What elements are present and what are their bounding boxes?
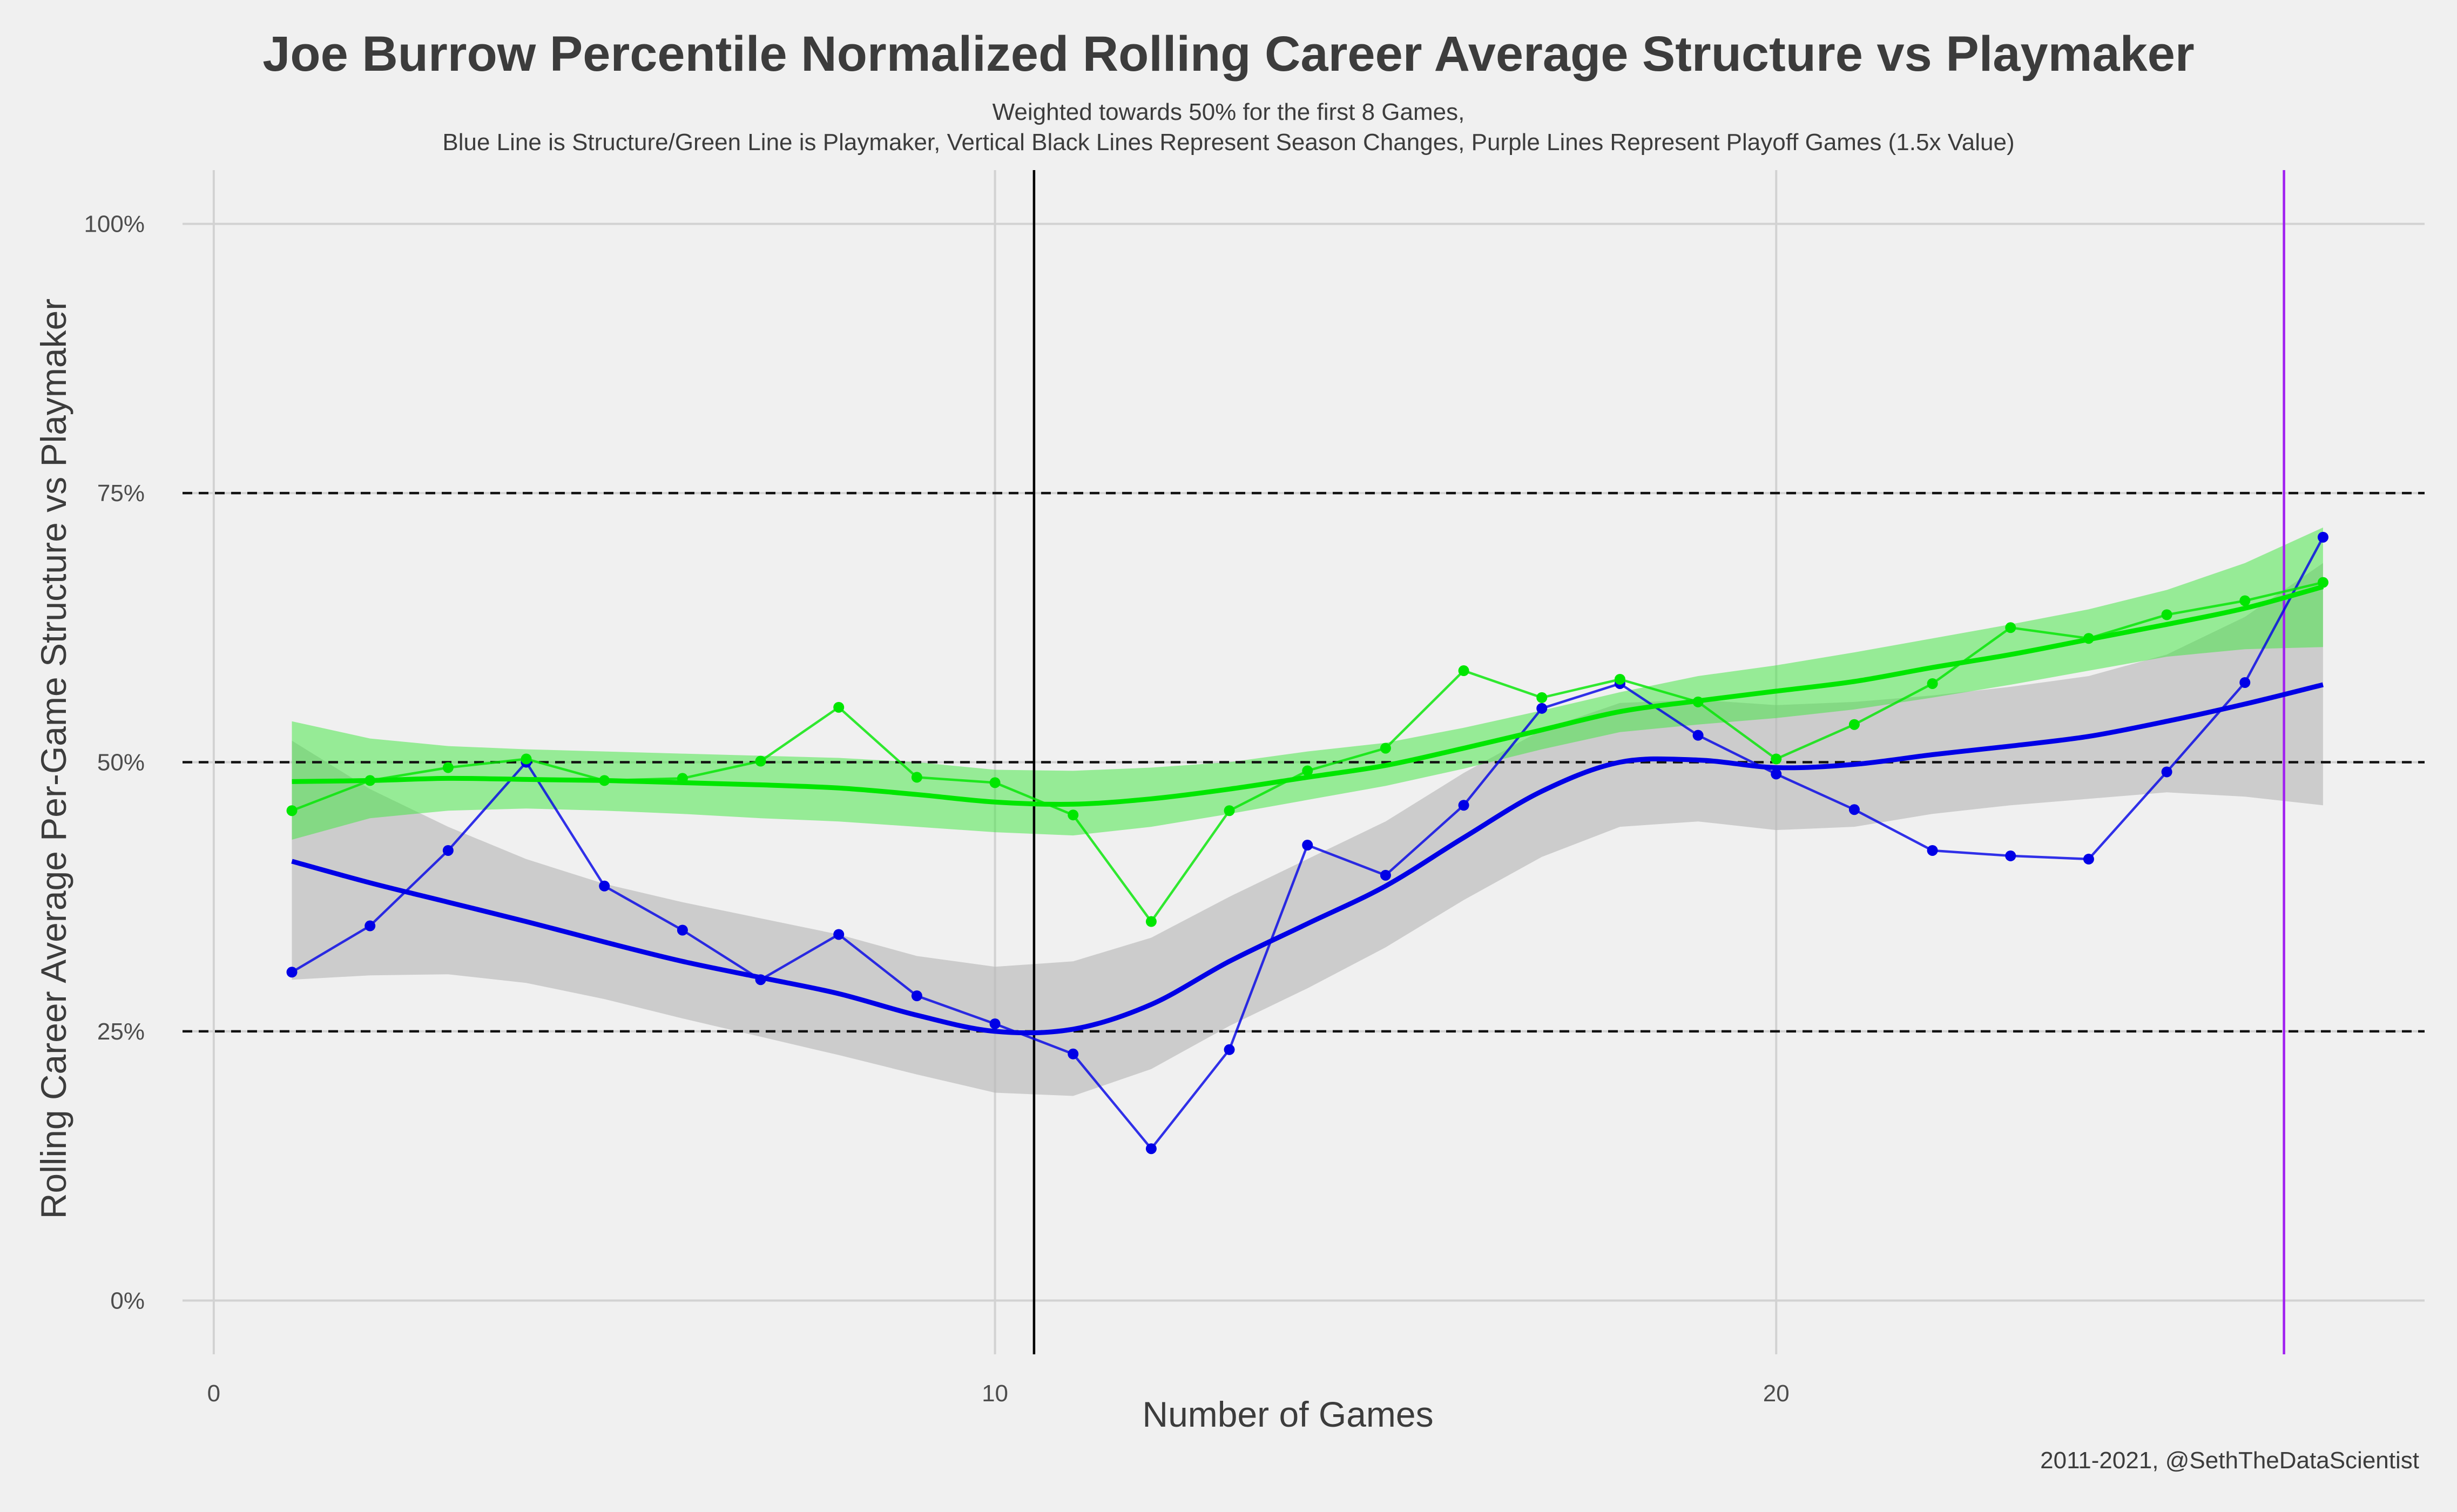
data-point-structure: [989, 1018, 1001, 1029]
subtitle-line-1: Weighted towards 50% for the first 8 Gam…: [992, 99, 1465, 125]
data-point-structure: [1068, 1048, 1079, 1059]
data-point-playmaker: [911, 772, 922, 783]
data-point-playmaker: [364, 775, 376, 786]
chart-title: Joe Burrow Percentile Normalized Rolling…: [262, 26, 2195, 82]
vertical-lines: [1032, 170, 2285, 1354]
data-point-structure: [1692, 730, 1704, 741]
data-point-playmaker: [833, 701, 845, 713]
chart-subtitle: Weighted towards 50% for the first 8 Gam…: [0, 97, 2457, 158]
data-point-playmaker: [2161, 609, 2172, 620]
data-point-structure: [364, 920, 376, 932]
data-point-playmaker: [1302, 765, 1313, 777]
data-points: [286, 531, 2328, 1155]
data-point-playmaker: [2317, 577, 2328, 588]
data-point-playmaker: [1848, 719, 1860, 730]
data-point-playmaker: [442, 762, 454, 773]
trend-line-structure: [291, 682, 2324, 1036]
data-point-structure: [677, 924, 688, 936]
data-point-playmaker: [286, 805, 298, 816]
data-point-structure: [1224, 1044, 1235, 1055]
data-point-structure: [1145, 1143, 1157, 1155]
data-point-playmaker: [599, 775, 610, 786]
data-point-playmaker: [1614, 673, 1625, 685]
trend-line-playmaker: [292, 584, 2324, 807]
data-point-structure: [2083, 853, 2094, 865]
y-tick-label: 0%: [110, 1287, 145, 1314]
data-point-structure: [1771, 768, 1782, 780]
data-point-playmaker: [2239, 595, 2251, 606]
data-point-structure: [1458, 800, 1469, 811]
data-point-structure: [755, 974, 766, 986]
y-tick-label: 25%: [97, 1018, 145, 1045]
data-point-structure: [599, 880, 610, 892]
data-point-structure: [1536, 703, 1548, 714]
data-point-playmaker: [2005, 622, 2016, 633]
data-point-playmaker: [1145, 916, 1157, 927]
chart-caption: 2011-2021, @SethTheDataScientist: [2040, 1447, 2419, 1474]
data-point-playmaker: [521, 753, 532, 765]
data-point-structure: [2239, 677, 2251, 688]
data-point-playmaker: [1224, 805, 1235, 816]
x-tick-label: 20: [1763, 1380, 1790, 1407]
data-point-playmaker: [2083, 633, 2094, 644]
data-point-structure: [911, 990, 922, 1002]
data-point-playmaker: [1458, 665, 1469, 677]
x-tick-label: 10: [982, 1380, 1008, 1407]
y-tick-label: 100%: [84, 211, 145, 238]
x-axis-title: Number of Games: [1142, 1394, 1433, 1434]
data-point-structure: [1380, 869, 1391, 881]
data-point-playmaker: [1771, 753, 1782, 765]
data-point-structure: [2161, 766, 2172, 778]
data-point-playmaker: [1536, 692, 1548, 703]
band-structure: [292, 563, 2323, 1096]
data-point-structure: [1302, 840, 1313, 851]
data-point-playmaker: [755, 755, 766, 767]
data-point-structure: [833, 929, 845, 940]
data-point-playmaker: [677, 773, 688, 784]
y-axis-title: Rolling Career Average Per-Game Structur…: [33, 299, 73, 1219]
data-point-structure: [1927, 845, 1938, 856]
reference-lines: [183, 491, 2425, 1033]
data-point-structure: [286, 967, 298, 978]
data-point-structure: [2005, 850, 2016, 861]
y-tick-label: 75%: [97, 480, 145, 507]
data-point-playmaker: [1692, 696, 1704, 707]
data-point-structure: [442, 845, 454, 856]
x-tick-label: 0: [207, 1380, 220, 1407]
data-point-playmaker: [989, 777, 1001, 788]
data-point-structure: [2317, 531, 2328, 543]
tick-labels: 0% 25% 50% 75% 100% 0 10 20: [84, 211, 1789, 1407]
confidence-bands: [292, 527, 2323, 1096]
data-point-playmaker: [1927, 678, 1938, 689]
data-point-playmaker: [1068, 809, 1079, 821]
subtitle-line-2: Blue Line is Structure/Green Line is Pla…: [442, 129, 2015, 156]
data-point-playmaker: [1380, 742, 1391, 754]
data-point-structure: [1848, 804, 1860, 815]
y-tick-label: 50%: [97, 750, 145, 776]
